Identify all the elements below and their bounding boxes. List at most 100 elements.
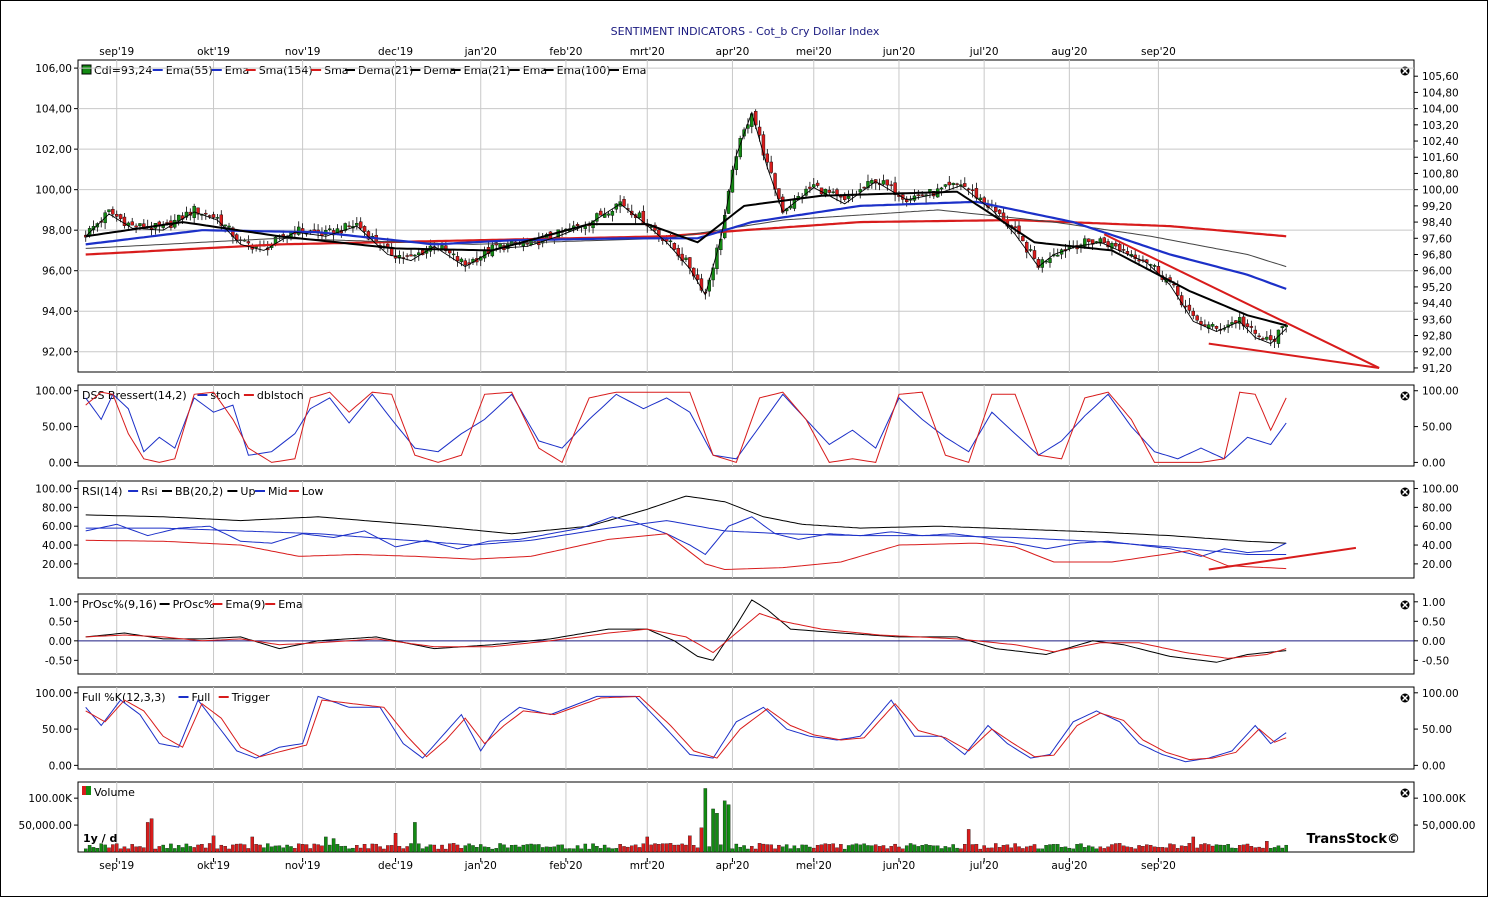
volume-bar <box>602 844 607 853</box>
volume-bar <box>1230 847 1234 853</box>
candle-body <box>1214 326 1219 329</box>
volume-bar <box>804 844 808 853</box>
candle-body <box>939 187 944 190</box>
volume-bar <box>169 843 173 853</box>
volume-bar <box>850 844 855 853</box>
left-y-tick-label: 96,00 <box>42 266 72 278</box>
legend-label: Dema <box>423 64 456 77</box>
volume-bar <box>657 844 661 853</box>
panel-frame <box>77 480 1415 579</box>
volume-bar <box>765 844 770 853</box>
volume-bar <box>242 844 247 853</box>
panel-frame <box>77 384 1415 467</box>
close-icon[interactable] <box>1400 391 1410 401</box>
volume-bar <box>583 843 588 853</box>
close-icon-x <box>1402 695 1408 701</box>
candle-body <box>668 240 673 243</box>
candle-body <box>815 182 820 186</box>
volume-bar <box>707 846 711 853</box>
candle-body <box>610 211 615 216</box>
volume-bar <box>188 846 193 853</box>
volume-bar <box>904 845 909 853</box>
candle-body <box>1021 235 1025 242</box>
candle-body <box>1245 323 1250 328</box>
volume-bar <box>691 845 696 853</box>
trendline <box>1208 546 1357 571</box>
top-month-label: aug'20 <box>1051 46 1087 58</box>
panel-dss: DSS Bressert(14,2) stoch dblstoch 100.00 100… <box>35 384 1459 469</box>
volume-bar <box>726 804 731 853</box>
volume-bar <box>312 843 316 853</box>
bottom-month-label: apr'20 <box>716 860 750 872</box>
candle-body <box>1187 304 1192 311</box>
close-icon[interactable] <box>1400 600 1410 610</box>
volume-bar <box>1067 847 1072 853</box>
prosc-line <box>85 599 1287 663</box>
volume-bar <box>111 844 115 853</box>
volume-bar <box>1133 848 1137 853</box>
volume-bar <box>482 846 487 853</box>
volume-bar <box>157 846 162 853</box>
volume-bar <box>463 845 467 853</box>
volume-bar <box>335 844 340 853</box>
candle-body <box>846 196 851 199</box>
volume-bar <box>839 844 843 853</box>
volume-bar <box>494 848 498 853</box>
volume-bar <box>750 846 754 853</box>
volume-bar <box>235 843 239 853</box>
candle-body <box>947 181 952 186</box>
top-month-label: sep'20 <box>1141 46 1176 58</box>
volume-bar <box>366 848 371 853</box>
volume-bar <box>916 846 921 853</box>
candle-body <box>595 213 599 222</box>
volume-bar <box>540 847 545 853</box>
volume-bar <box>355 845 359 853</box>
volume-bar <box>258 844 262 853</box>
left-y-tick-label: 50.00 <box>42 724 72 736</box>
volume-bar <box>165 848 169 853</box>
volume-bar <box>184 843 189 853</box>
candle-body <box>444 245 448 252</box>
volume-bar <box>1218 844 1223 853</box>
candle-body <box>343 223 347 231</box>
candle-body <box>134 225 138 228</box>
close-icon[interactable] <box>1400 66 1410 76</box>
left-y-tick-label: 106,00 <box>35 63 72 75</box>
volume-bar <box>1187 843 1192 853</box>
candle-body <box>982 197 986 203</box>
volume-bar <box>959 848 963 853</box>
top-month-label: mrt'20 <box>630 46 665 58</box>
volume-bar <box>428 844 433 853</box>
candle-body <box>978 197 982 201</box>
left-y-tick-label: 0.00 <box>49 457 72 469</box>
volume-bar <box>238 843 243 853</box>
candle-body <box>1249 326 1254 328</box>
panel-full_k: Full %K(12,3,3) Full Trigger 100.00 100.00 50… <box>35 686 1459 772</box>
volume-bar <box>796 848 801 853</box>
volume-bar <box>153 848 158 853</box>
close-icon[interactable] <box>1400 693 1410 703</box>
volume-bar <box>149 818 154 853</box>
candle-body <box>463 260 467 266</box>
right-y-tick-label: 104,80 <box>1422 87 1459 99</box>
right-y-tick-label: 80.00 <box>1422 502 1452 514</box>
candle-body <box>963 183 967 187</box>
close-icon[interactable] <box>1400 788 1410 798</box>
volume-bar <box>571 848 576 853</box>
volume-bar <box>498 843 502 853</box>
volume-bar <box>347 848 351 853</box>
volume-bar <box>935 845 940 853</box>
volume-bar <box>630 845 634 853</box>
volume-bar <box>994 843 998 853</box>
volume-bar <box>715 813 719 853</box>
volume-bar <box>877 846 882 853</box>
volume-bar <box>114 843 119 853</box>
top-month-axis: sep'19 okt'19 nov'19 dec'19 jan'20 feb'20 mrt'… <box>99 46 1176 58</box>
candle-body <box>1152 265 1157 267</box>
volume-bar <box>579 848 584 853</box>
trendline <box>1208 342 1380 369</box>
volume-bar <box>1179 845 1184 853</box>
close-icon[interactable] <box>1400 487 1410 497</box>
volume-bar <box>525 844 529 853</box>
volume-bar <box>1094 848 1099 853</box>
